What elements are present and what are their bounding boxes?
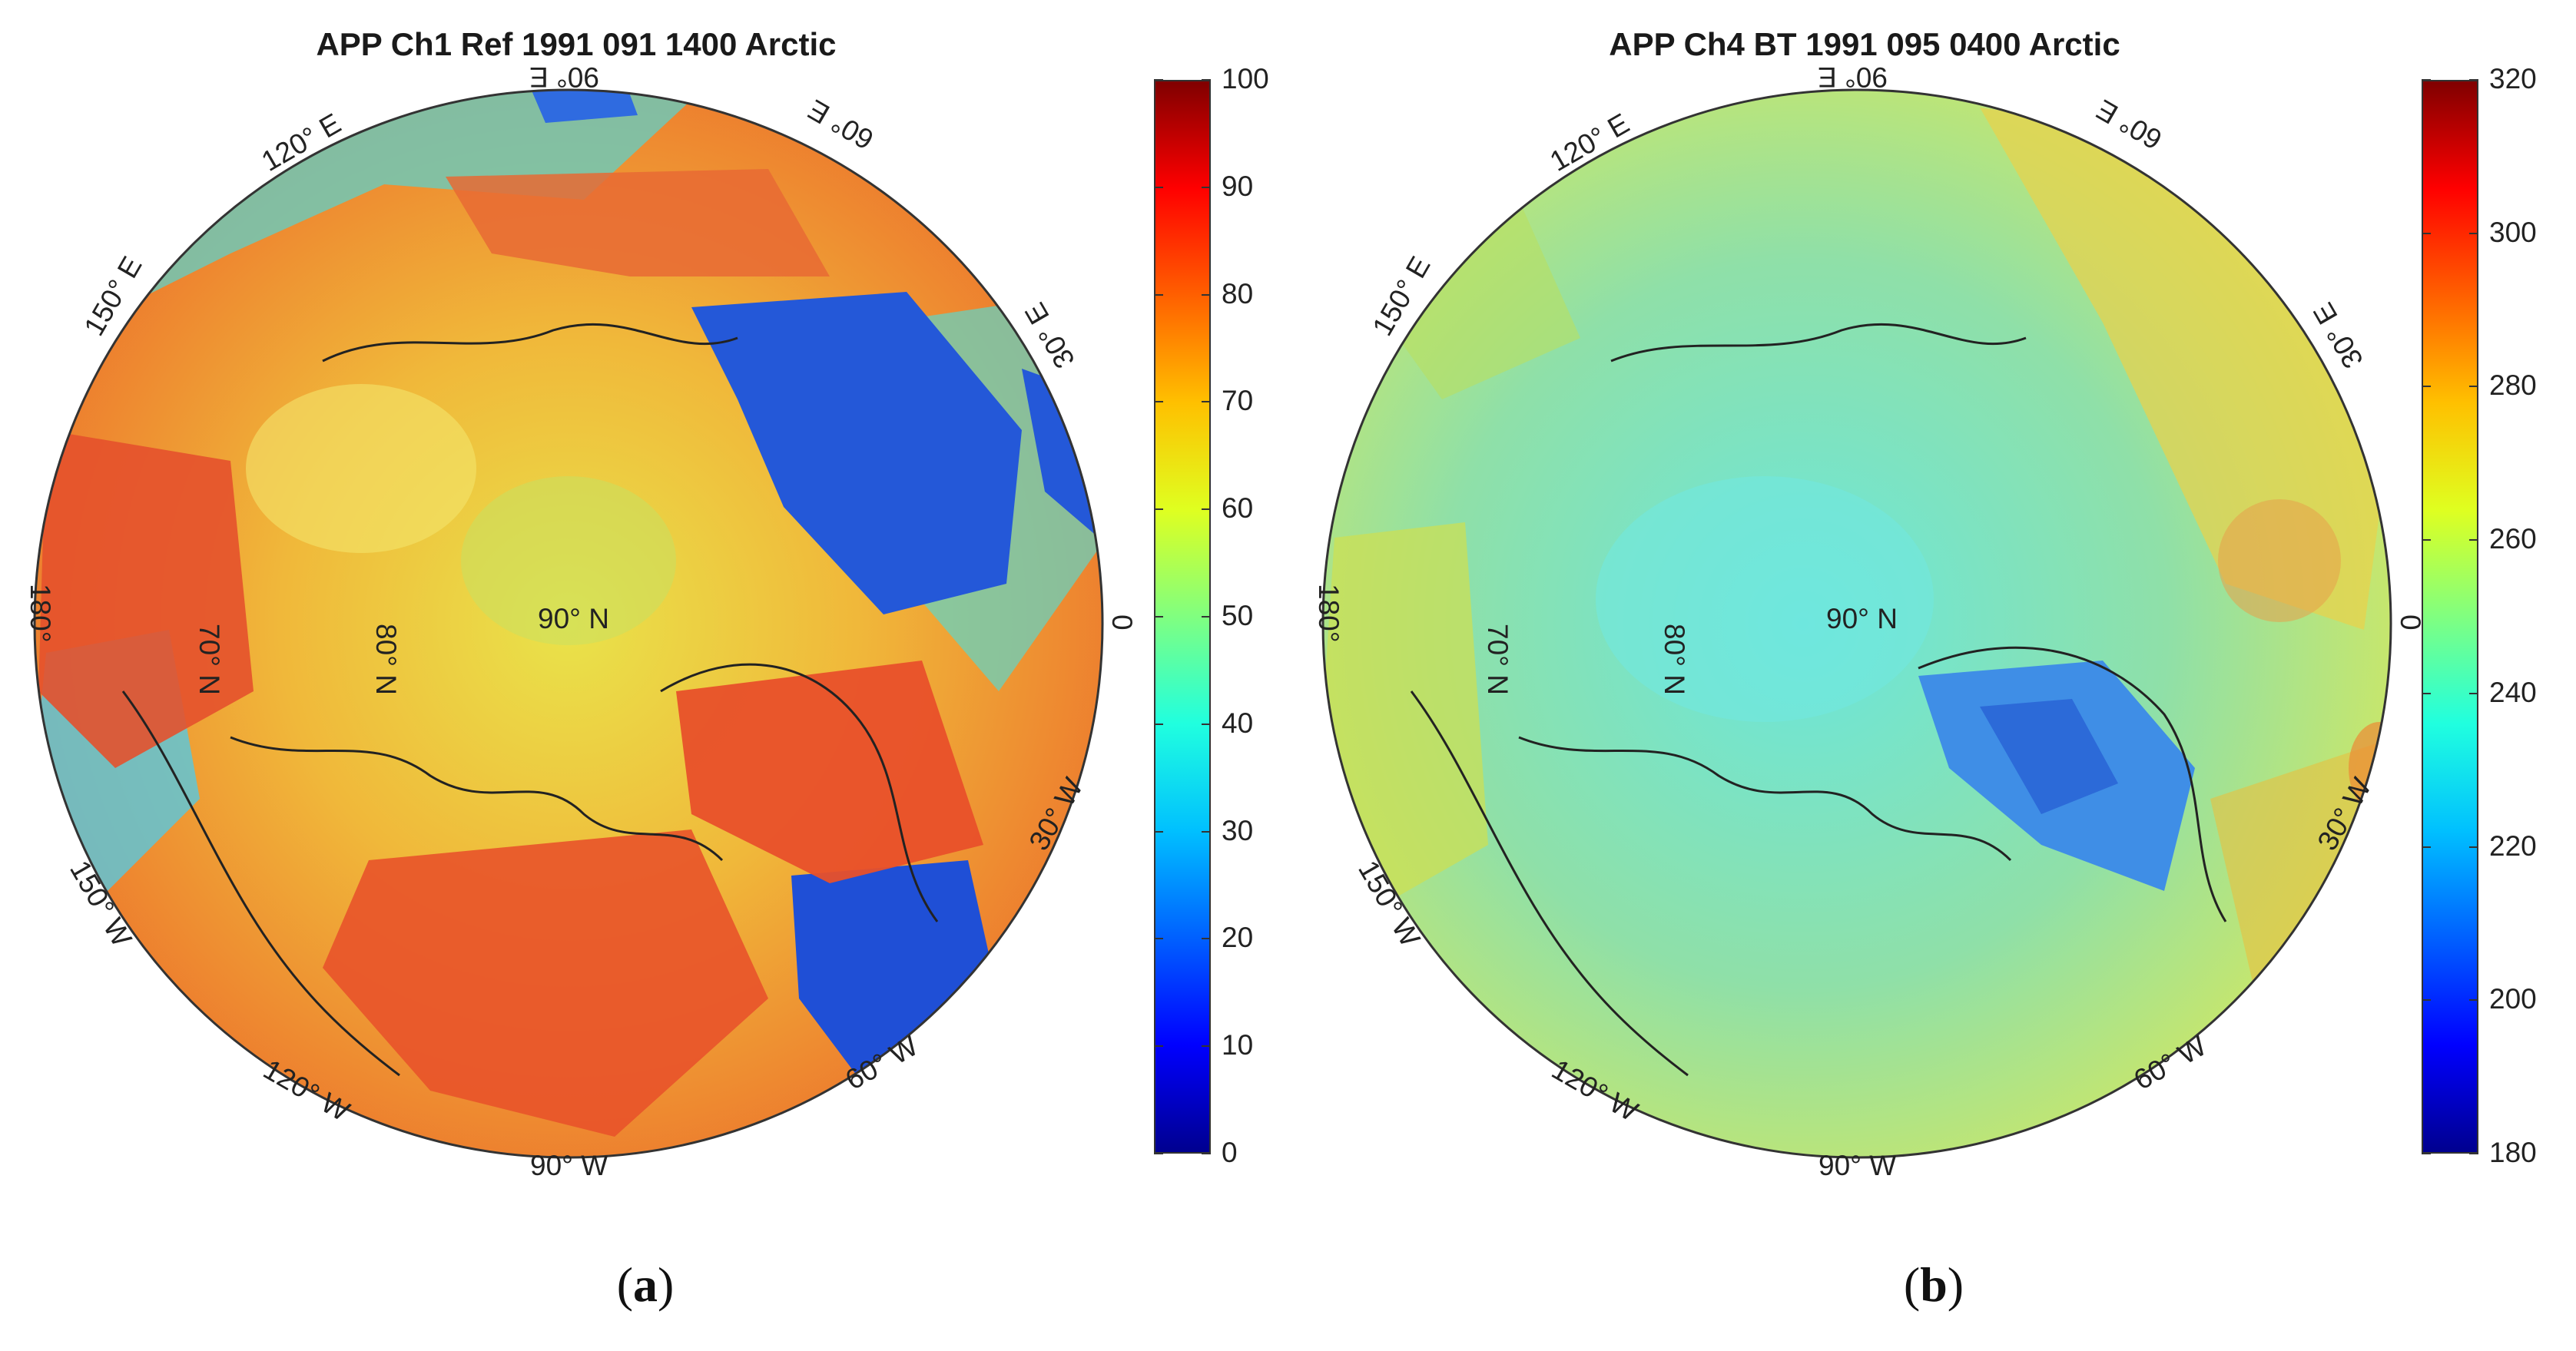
colorbar-tick-label: 10 [1222, 1029, 1254, 1061]
colorbar-tick-label: 260 [2489, 523, 2537, 555]
colorbar-ticks: 180 200 220 240 260 280 300 320 [2422, 63, 2552, 1168]
lon-label-90e: 90° E [1818, 61, 1888, 93]
lon-label-0: 0 [2395, 614, 2426, 631]
polar-map: 90° N 70° N 80° N 90° E 60° E 30° E 0 30… [1313, 61, 2426, 1181]
map-field [35, 90, 1102, 1157]
lon-label-180: 180° [1313, 584, 1344, 643]
colorbar-tick-label: 100 [1222, 63, 1269, 94]
polar-map: 90° N 70° N 80° N 90° E 60° E 30° E 0 30… [25, 61, 1138, 1181]
colorbar-tick-label: 320 [2489, 63, 2537, 94]
sublabel-a: (a) [616, 1257, 675, 1312]
lat-label-70: 70° N [194, 624, 225, 695]
panel-b: APP Ch4 BT 1991 095 0400 Arctic [1288, 0, 2576, 1351]
colorbar-tick-label: 300 [2489, 216, 2537, 248]
panel-title: APP Ch4 BT 1991 095 0400 Arctic [1609, 26, 2120, 62]
colorbar-tick-label: 60 [1222, 492, 1254, 525]
lon-label-60e: 60° E [2091, 94, 2167, 156]
colorbar-tick-label: 200 [2489, 983, 2537, 1015]
colorbar [2422, 80, 2478, 1154]
colorbar-tick-label: 20 [1222, 922, 1254, 954]
center-label: 90° N [1826, 603, 1898, 634]
lon-label-90w: 90° W [1818, 1150, 1896, 1181]
colorbar-tick-label: 70 [1222, 385, 1254, 417]
lon-label-0: 0 [1106, 614, 1138, 631]
colorbar-tick-label: 220 [2489, 829, 2537, 862]
colorbar-tick-label: 0 [1222, 1137, 1238, 1168]
lon-label-60e: 60° E [803, 94, 879, 156]
colorbar-tick-label: 240 [2489, 676, 2537, 708]
lon-label-90w: 90° W [530, 1150, 608, 1181]
lat-label-80: 80° N [370, 624, 402, 695]
map-border [33, 88, 1104, 1159]
sublabel-b: (b) [1903, 1257, 1964, 1312]
colorbar-tick-label: 90 [1222, 170, 1254, 202]
lat-label-70: 70° N [1482, 624, 1513, 695]
map-border [1321, 88, 2392, 1159]
colorbar-ticks: 0 10 20 30 40 50 60 70 80 90 100 [1154, 63, 1285, 1168]
lon-label-90e: 90° E [529, 61, 599, 93]
colorbar-tick-label: 180 [2489, 1137, 2537, 1168]
map-field [1323, 90, 2391, 1157]
colorbar-tick-label: 80 [1222, 277, 1254, 310]
lat-label-80: 80° N [1659, 624, 1690, 695]
panel-a: APP Ch1 Ref 1991 091 1400 Arctic [25, 26, 1285, 1312]
lon-label-180: 180° [25, 584, 56, 643]
colorbar-tick-label: 280 [2489, 369, 2537, 402]
panel-title: APP Ch1 Ref 1991 091 1400 Arctic [316, 26, 837, 62]
colorbar-tick-label: 40 [1222, 707, 1254, 739]
colorbar-tick-label: 50 [1222, 600, 1254, 631]
center-label: 90° N [538, 603, 609, 634]
colorbar-tick-label: 30 [1222, 814, 1254, 846]
colorbar [1154, 80, 1211, 1154]
